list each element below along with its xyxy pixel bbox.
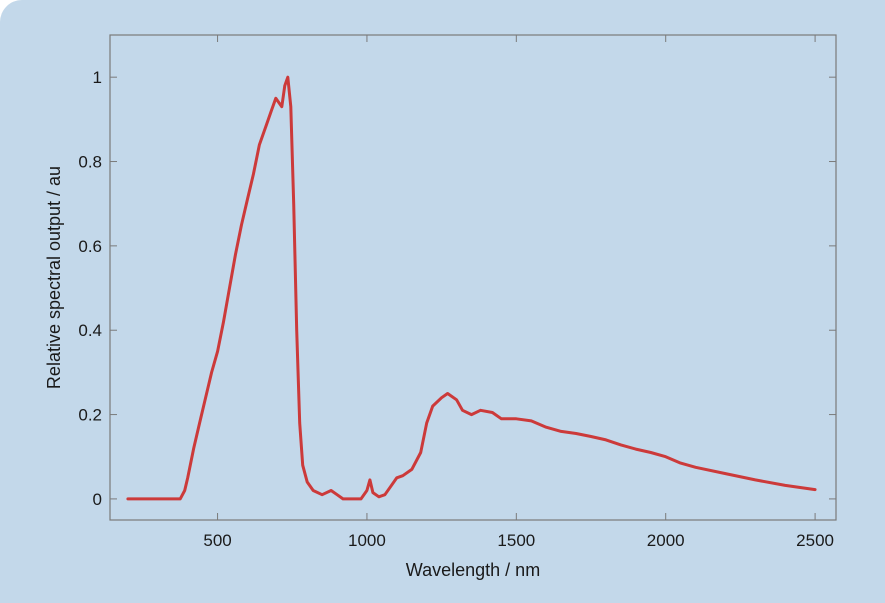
y-tick-label: 0.4: [78, 321, 102, 340]
plot-area-frame: [109, 34, 837, 521]
axis-ticks: [110, 35, 836, 520]
y-tick-label: 0: [93, 490, 102, 509]
spectral-output-line: [126, 75, 817, 501]
x-tick-label: 1000: [348, 531, 386, 550]
x-tick-label: 2000: [647, 531, 685, 550]
axis-tick-labels: 500 1000 1500 2000 2500 0 0.2 0.4 0.6 0.8 1: [78, 68, 834, 550]
x-axis-title: Wavelength / nm: [406, 560, 540, 580]
y-axis-title: Relative spectral output / au: [44, 166, 64, 389]
y-tick-label: 0.8: [78, 153, 102, 172]
x-tick-label: 1500: [497, 531, 535, 550]
x-tick-label: 500: [203, 531, 231, 550]
y-tick-label: 0.6: [78, 237, 102, 256]
y-tick-label: 0.2: [78, 406, 102, 425]
x-tick-label: 2500: [796, 531, 834, 550]
y-tick-label: 1: [93, 68, 102, 87]
